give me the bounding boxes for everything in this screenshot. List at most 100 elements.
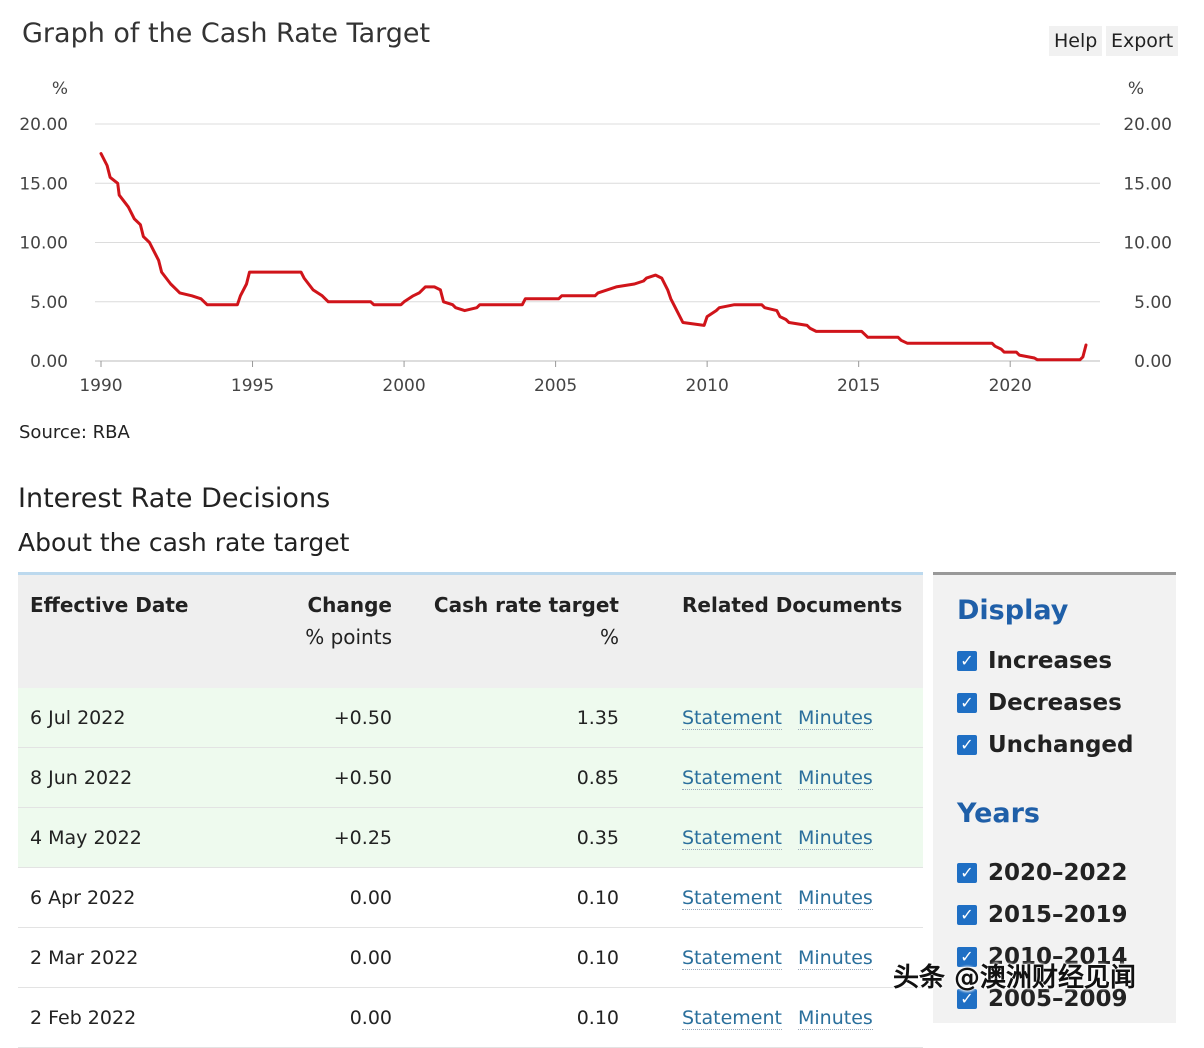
related-documents-cell: Statement Minutes <box>620 867 923 928</box>
cash-rate-target-cell: 0.10 <box>393 867 620 928</box>
effective-date-cell: 6 Jul 2022 <box>18 688 251 748</box>
effective-date-cell: 6 Apr 2022 <box>18 867 251 928</box>
change-cell: 0.00 <box>251 927 393 988</box>
y-tick-label-left: 5.00 <box>30 293 68 313</box>
cash-rate-target-cell: 0.10 <box>393 927 620 988</box>
header-change-unit: % points <box>305 625 392 649</box>
cash-rate-target-cell: 0.85 <box>393 747 620 808</box>
y-axis-unit-left: % <box>52 79 68 99</box>
y-axis-unit-right: % <box>1128 79 1144 99</box>
change-cell: +0.25 <box>251 807 393 868</box>
table-row: 8 Jun 2022 +0.50 0.85 Statement Minutes <box>18 747 923 808</box>
x-tick-label: 2000 <box>382 376 425 396</box>
header-change[interactable]: Change% points <box>251 575 393 688</box>
related-documents-cell: Statement Minutes <box>620 747 923 808</box>
years-option-2010-2014[interactable]: ✓ 2010–2014 <box>957 943 1128 971</box>
effective-date-cell: 4 May 2022 <box>18 807 251 868</box>
years-option-2015-2019[interactable]: ✓ 2015–2019 <box>957 901 1128 929</box>
effective-date-cell: 2 Mar 2022 <box>18 927 251 988</box>
cash-rate-chart: 0.00 0.00 5.00 5.00 10.00 10.00 15.00 15.00 20.0… <box>19 79 1172 396</box>
statement-link[interactable]: Statement <box>682 706 782 730</box>
minutes-link[interactable]: Minutes <box>797 706 873 730</box>
table-row: 2 Feb 2022 0.00 0.10 Statement Minutes <box>18 987 923 1048</box>
filter-panel: Display ✓ Increases ✓ Decreases ✓ Unchanged Y… <box>933 572 1176 1023</box>
y-tick-label-right: 10.00 <box>1123 234 1172 254</box>
change-cell: 0.00 <box>251 867 393 928</box>
display-option-unchanged[interactable]: ✓ Unchanged <box>957 731 1133 759</box>
cash-rate-target-cell: 0.10 <box>393 987 620 1048</box>
y-tick-label-left: 10.00 <box>19 234 68 254</box>
chart-title: Graph of the Cash Rate Target <box>22 18 431 49</box>
years-option-2020-2022[interactable]: ✓ 2020–2022 <box>957 859 1128 887</box>
y-tick-label-right: 0.00 <box>1134 352 1172 372</box>
x-tick-label: 2010 <box>686 376 729 396</box>
about-cash-rate-link[interactable]: About the cash rate target <box>18 528 350 557</box>
checkbox-label: Increases <box>988 648 1113 674</box>
table-row: 6 Jul 2022 +0.50 1.35 Statement Minutes <box>18 688 923 748</box>
statement-link[interactable]: Statement <box>682 1006 782 1030</box>
table-header-row: Effective Date Change% points Cash rate … <box>18 575 923 688</box>
checkbox-checked-icon[interactable]: ✓ <box>957 651 977 671</box>
minutes-link[interactable]: Minutes <box>797 946 873 970</box>
checkbox-label: 2020–2022 <box>988 860 1128 886</box>
statement-link[interactable]: Statement <box>682 826 782 850</box>
y-tick-label-left: 15.00 <box>19 174 68 194</box>
checkbox-label: 2010–2014 <box>988 944 1128 970</box>
checkbox-label: 2005–2009 <box>988 986 1128 1012</box>
checkbox-checked-icon[interactable]: ✓ <box>957 863 977 883</box>
y-tick-label-right: 5.00 <box>1134 293 1172 313</box>
checkbox-checked-icon[interactable]: ✓ <box>957 989 977 1009</box>
change-cell: +0.50 <box>251 747 393 808</box>
chart-source: Source: RBA <box>19 422 130 443</box>
watermark: 头条 @澳洲财经见闻 <box>893 963 1137 993</box>
checkbox-checked-icon[interactable]: ✓ <box>957 947 977 967</box>
minutes-link[interactable]: Minutes <box>797 826 873 850</box>
minutes-link[interactable]: Minutes <box>797 766 873 790</box>
related-documents-cell: Statement Minutes <box>620 987 923 1048</box>
header-related-documents: Related Documents <box>620 575 923 688</box>
table-row: 4 May 2022 +0.25 0.35 Statement Minutes <box>18 807 923 868</box>
minutes-link[interactable]: Minutes <box>797 886 873 910</box>
checkbox-label: 2015–2019 <box>988 902 1128 928</box>
checkbox-checked-icon[interactable]: ✓ <box>957 905 977 925</box>
display-option-decreases[interactable]: ✓ Decreases <box>957 689 1122 717</box>
header-cash-rate-target[interactable]: Cash rate target% <box>393 575 620 688</box>
checkbox-label: Decreases <box>988 690 1122 716</box>
related-documents-cell: Statement Minutes <box>620 807 923 868</box>
cash-rate-target-cell: 1.35 <box>393 688 620 748</box>
cash-rate-series-line <box>99 152 1088 362</box>
export-button[interactable]: Export <box>1106 26 1179 56</box>
minutes-link[interactable]: Minutes <box>797 1006 873 1030</box>
header-effective-date[interactable]: Effective Date <box>18 575 251 688</box>
help-button[interactable]: Help <box>1049 26 1103 56</box>
statement-link[interactable]: Statement <box>682 886 782 910</box>
related-documents-cell: Statement Minutes <box>620 927 923 988</box>
table-row: 2 Mar 2022 0.00 0.10 Statement Minutes <box>18 927 923 988</box>
x-tick-label: 1990 <box>79 376 122 396</box>
decisions-table-wrapper: Effective Date Change% points Cash rate … <box>18 572 923 1048</box>
y-tick-label-right: 15.00 <box>1123 174 1172 194</box>
years-heading: Years <box>957 798 1040 829</box>
display-option-increases[interactable]: ✓ Increases <box>957 647 1112 675</box>
checkbox-checked-icon[interactable]: ✓ <box>957 693 977 713</box>
years-option-2005-2009[interactable]: ✓ 2005–2009 <box>957 985 1128 1013</box>
section-title: Interest Rate Decisions <box>18 483 331 514</box>
statement-link[interactable]: Statement <box>682 766 782 790</box>
effective-date-cell: 8 Jun 2022 <box>18 747 251 808</box>
checkbox-checked-icon[interactable]: ✓ <box>957 735 977 755</box>
x-tick-label: 2020 <box>989 376 1032 396</box>
related-documents-cell: Statement Minutes <box>620 688 923 748</box>
header-target-unit: % <box>599 625 619 649</box>
checkbox-label: Unchanged <box>988 732 1134 758</box>
y-tick-label-right: 20.00 <box>1123 115 1172 135</box>
statement-link[interactable]: Statement <box>682 946 782 970</box>
y-tick-label-left: 0.00 <box>30 352 68 372</box>
change-cell: 0.00 <box>251 987 393 1048</box>
x-tick-label: 1995 <box>231 376 274 396</box>
y-tick-label-left: 20.00 <box>19 115 68 135</box>
table-row: 6 Apr 2022 0.00 0.10 Statement Minutes <box>18 867 923 928</box>
effective-date-cell: 2 Feb 2022 <box>18 987 251 1048</box>
change-cell: +0.50 <box>251 688 393 748</box>
cash-rate-target-cell: 0.35 <box>393 807 620 868</box>
display-heading: Display <box>957 595 1069 626</box>
